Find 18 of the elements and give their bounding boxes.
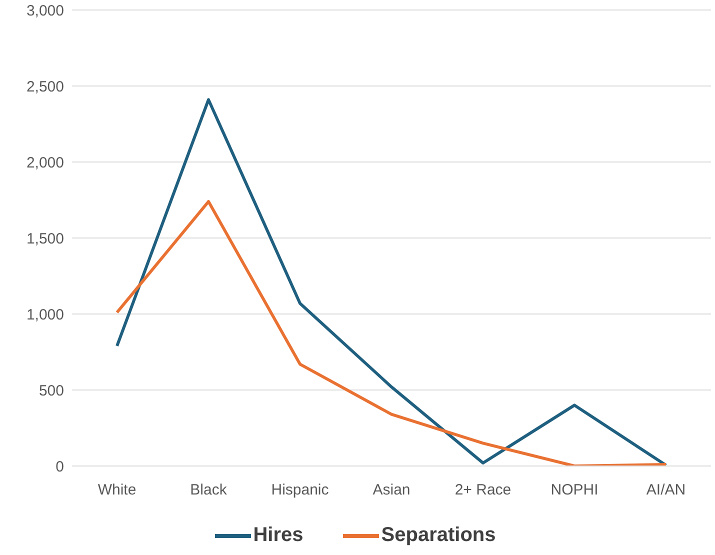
y-tick-label: 2,000 [26, 154, 64, 172]
y-tick-label: 1,500 [26, 230, 64, 248]
line-series [116, 98, 668, 466]
x-tick-label: 2+ Race [454, 482, 512, 499]
x-tick-label: White [98, 482, 136, 499]
y-tick-label: 0 [56, 458, 64, 476]
x-tick-label: Asian [372, 482, 410, 499]
x-tick-label: Hispanic [271, 482, 330, 499]
x-tick-label: AI/AN [646, 482, 686, 499]
x-tick-label: Black [190, 482, 228, 499]
line-series [116, 200, 668, 466]
y-tick-label: 2,500 [26, 78, 64, 96]
y-tick-label: 1,000 [26, 306, 64, 324]
y-tick-label: 500 [38, 382, 64, 400]
legend-label: Separations [380, 524, 496, 547]
x-tick-label: NOPHI [550, 482, 598, 499]
legend-label: Hires [252, 524, 304, 547]
y-tick-label: 3,000 [26, 2, 64, 20]
